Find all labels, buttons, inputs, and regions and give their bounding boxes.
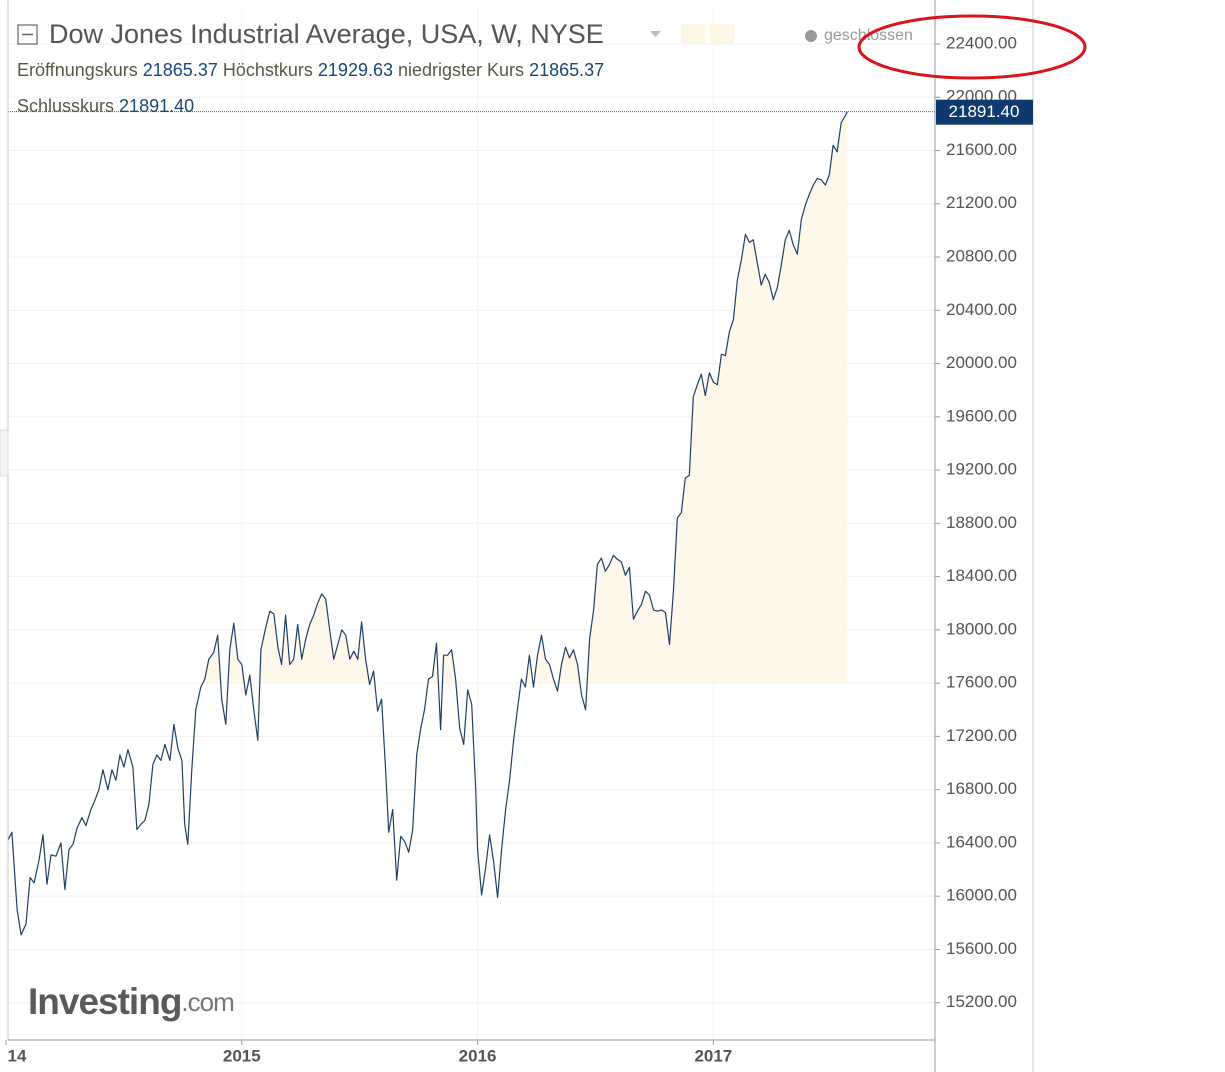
axes: 15200.00 15600.00 16000.00 16400.00 16800.00… [5, 33, 1033, 1065]
y-tick-label: 22400.00 [946, 33, 1017, 52]
quote-label: Eröffnungskurs [17, 60, 138, 80]
icon-placeholder[interactable] [681, 24, 705, 44]
y-tick-label: 18400.00 [946, 566, 1017, 585]
area [202, 111, 848, 684]
quote-value: 21929.63 [318, 60, 393, 80]
y-tick-label: 17600.00 [946, 673, 1017, 692]
y-tick-label: 20800.00 [946, 246, 1017, 265]
y-tick-label: 16800.00 [946, 779, 1017, 798]
y-tick-label: 16000.00 [946, 886, 1017, 905]
y-tick-label: 17200.00 [946, 726, 1017, 745]
last-price-label: 21891.40 [949, 102, 1020, 121]
y-tick-label: 19200.00 [946, 460, 1017, 479]
chart-title: Dow Jones Industrial Average, USA, W, NY… [49, 19, 604, 49]
icon-placeholder[interactable] [710, 24, 734, 44]
y-tick-label: 20000.00 [946, 353, 1017, 372]
quote-label: Schlusskurs [17, 96, 114, 116]
quote-line: Eröffnungskurs 21865.37 Höchstkurs 21929… [17, 60, 604, 80]
quote-label: Höchstkurs [223, 60, 313, 80]
logo: Investing.com [28, 981, 234, 1022]
highlight-ellipse [857, 14, 1087, 80]
quote-line: Schlusskurs 21891.40 [17, 96, 194, 116]
y-tick-label: 21600.00 [946, 140, 1017, 159]
status-dot [805, 30, 817, 42]
quote-value: 21891.40 [119, 96, 194, 116]
x-tick-label: 2016 [459, 1046, 497, 1065]
y-tick-label: 18000.00 [946, 619, 1017, 638]
x-tick-label: 2015 [223, 1046, 261, 1065]
y-tick-label: 15600.00 [946, 939, 1017, 958]
quote-value: 21865.37 [529, 60, 604, 80]
y-tick-label: 19600.00 [946, 406, 1017, 425]
x-tick-label: 14 [8, 1046, 27, 1065]
plot [7, 111, 935, 936]
logo-brand: Investing [28, 981, 181, 1022]
price-line [7, 111, 848, 936]
y-tick-label: 21200.00 [946, 193, 1017, 212]
y-tick-label: 15200.00 [946, 992, 1017, 1011]
y-tick-label: 20400.00 [946, 300, 1017, 319]
y-tick-label: 18800.00 [946, 513, 1017, 532]
x-tick-label: 2017 [694, 1046, 732, 1065]
quote-value: 21865.37 [143, 60, 218, 80]
dropdown-arrow[interactable] [650, 31, 661, 37]
y-tick-label: 16400.00 [946, 832, 1017, 851]
last-price-box [936, 99, 1033, 125]
side-tab[interactable] [0, 429, 9, 477]
quote-label: niedrigster Kurs [398, 60, 524, 80]
logo-suffix: .com [181, 987, 233, 1017]
